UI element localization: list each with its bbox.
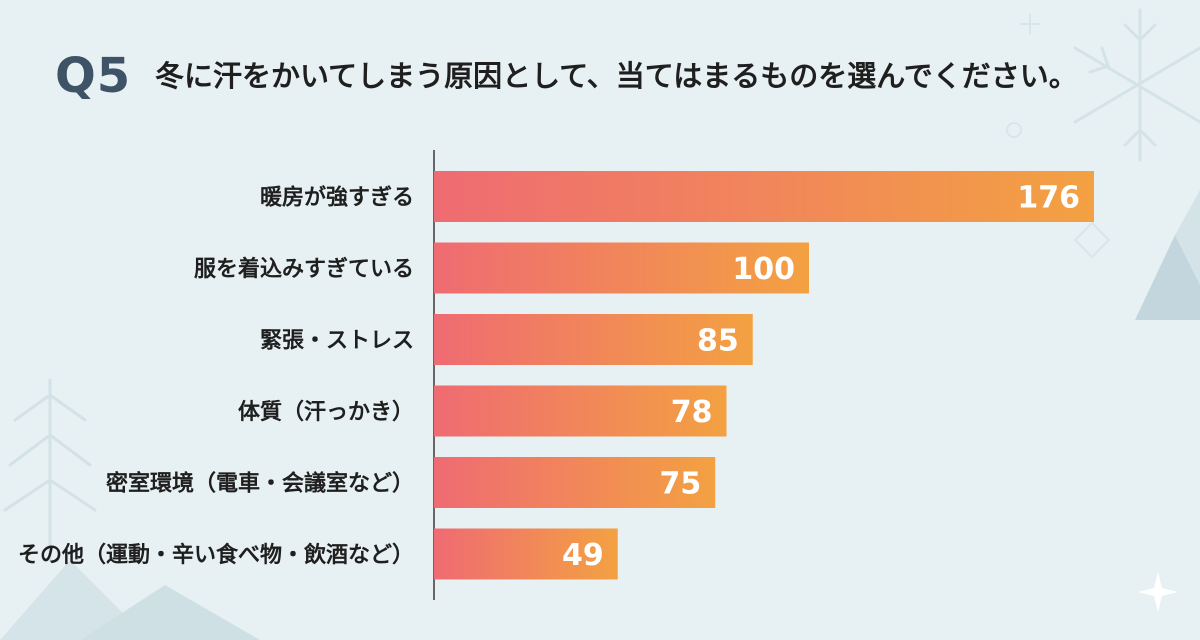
sparkle-icon bbox=[1138, 572, 1178, 612]
category-label: 緊張・ストレス bbox=[260, 329, 414, 354]
bar-4 bbox=[434, 385, 727, 437]
bar-value-label: 85 bbox=[697, 324, 739, 359]
tree-icon bbox=[1135, 190, 1200, 320]
category-label: その他（運動・辛い食べ物・飲酒など） bbox=[18, 542, 414, 568]
small-star-icon bbox=[1006, 14, 1111, 259]
category-label: 服を着込みすぎている bbox=[194, 256, 414, 282]
bar-5 bbox=[434, 457, 716, 508]
mountain-icon bbox=[0, 560, 260, 640]
question-header: Q5 冬に汗をかいてしまう原因として、当てはまるものを選んでください。 bbox=[55, 44, 1165, 108]
snowflake-icon bbox=[1073, 8, 1200, 162]
bar-value-label: 49 bbox=[562, 538, 604, 573]
bar-3 bbox=[434, 314, 753, 365]
category-label: 体質（汗っかき） bbox=[238, 400, 414, 425]
left-tree-icon bbox=[3, 378, 97, 562]
question-number: Q5 bbox=[55, 48, 132, 104]
bar-value-label: 100 bbox=[732, 252, 795, 287]
category-label: 暖房が強すぎる bbox=[260, 185, 414, 211]
question-text: 冬に汗をかいてしまう原因として、当てはまるものを選んでください。 bbox=[155, 59, 1078, 93]
category-label: 密室環境（電車・会議室など） bbox=[106, 471, 414, 497]
bar-6 bbox=[434, 528, 618, 580]
bar-value-label: 176 bbox=[1017, 181, 1080, 216]
bar-value-label: 78 bbox=[671, 395, 713, 430]
bar-2 bbox=[434, 242, 809, 294]
bar-1 bbox=[434, 171, 1094, 222]
bar-value-label: 75 bbox=[660, 467, 702, 502]
